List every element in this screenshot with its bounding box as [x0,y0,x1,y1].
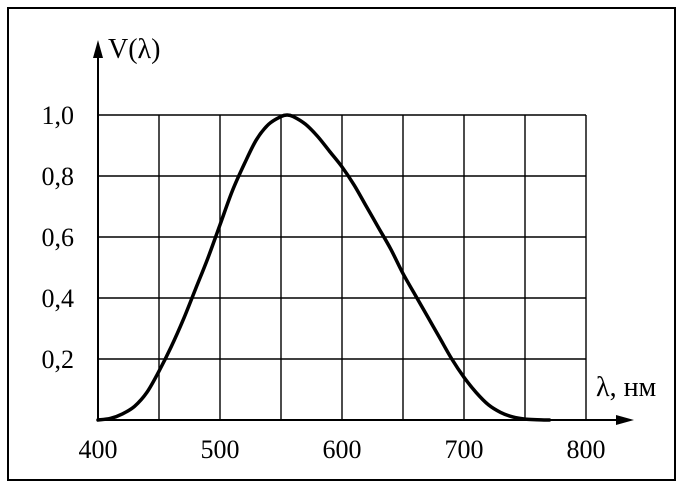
x-tick-label: 700 [445,435,484,464]
series-layer [96,113,552,422]
x-tick-label: 600 [323,435,362,464]
x-tick-label: 400 [79,435,118,464]
y-axis-arrow [93,40,103,58]
tick-labels: 400 500 600 700 800 0,2 0,4 0,6 0,8 1,0 [42,101,606,464]
x-tick-label: 800 [567,435,606,464]
y-axis-label: V(λ) [108,34,160,65]
x-tick-label: 500 [201,435,240,464]
x-axis-arrow [616,415,634,425]
series-line [96,113,552,422]
y-tick-label: 0,6 [42,223,75,252]
y-tick-label: 1,0 [42,101,75,130]
x-axis-label: λ, нм [596,372,657,403]
y-tick-label: 0,4 [42,284,75,313]
y-tick-label: 0,2 [42,345,75,374]
y-tick-label: 0,8 [42,162,75,191]
